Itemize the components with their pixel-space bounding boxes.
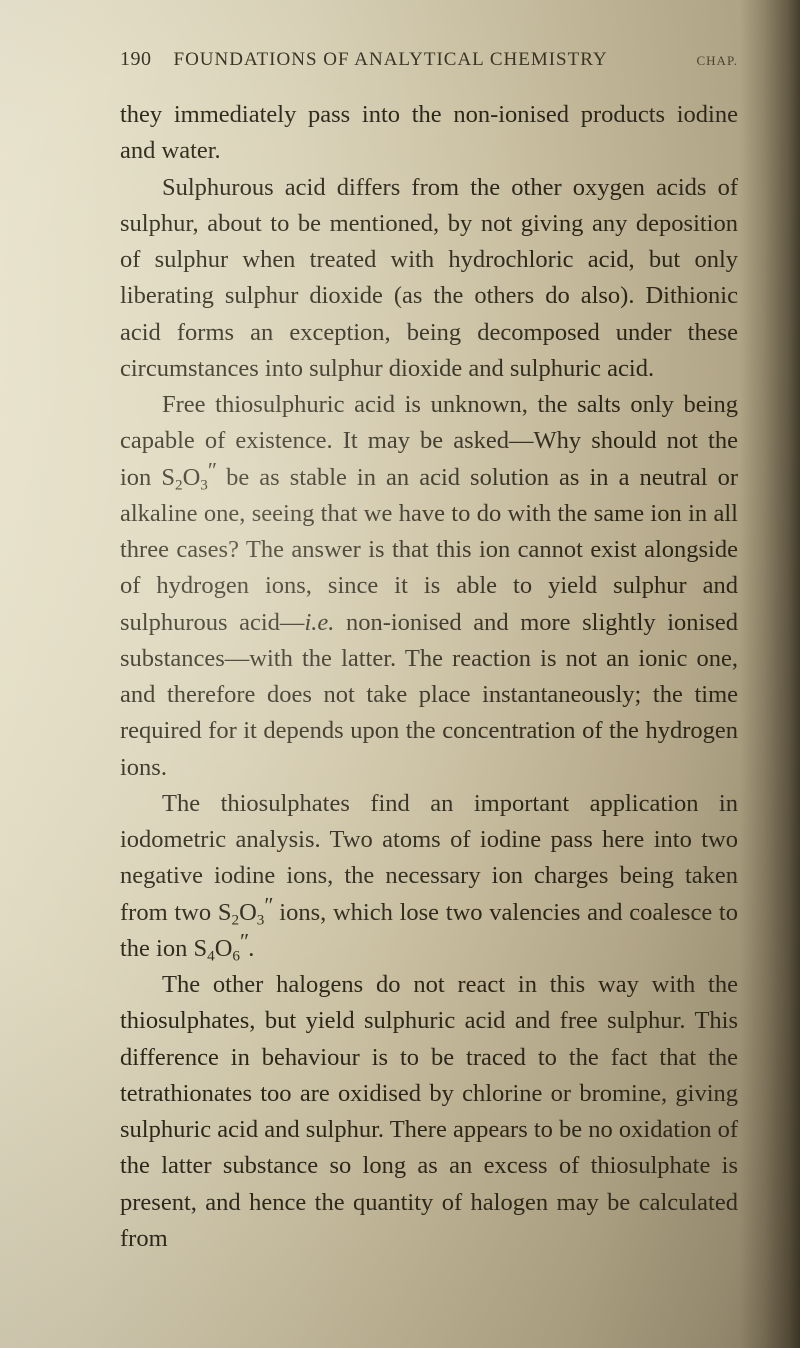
paragraph: The thiosulphates find an important appl…: [120, 786, 738, 967]
paragraph: Free thiosulphuric acid is unknown, the …: [120, 387, 738, 786]
text-run: O: [215, 935, 233, 962]
subscript: 2: [175, 476, 183, 493]
double-prime: ″: [208, 457, 216, 482]
subscript: 3: [200, 476, 208, 493]
page-number: 190: [120, 48, 152, 71]
text-run: .: [248, 935, 254, 962]
chapter-marker: CHAP.: [679, 53, 739, 69]
text-run: Sulphurous acid differs from the other o…: [120, 174, 738, 382]
paragraph-continuation: they immediately pass into the non-ionis…: [120, 97, 738, 170]
book-page: 190 FOUNDATIONS OF ANALYTICAL CHEMISTRY …: [0, 0, 800, 1348]
text-run: O: [239, 899, 257, 926]
paragraph: Sulphurous acid differs from the other o…: [120, 170, 738, 388]
double-prime: ″: [264, 892, 272, 917]
running-title: FOUNDATIONS OF ANALYTICAL CHEMISTRY: [174, 49, 608, 71]
text-run: O: [183, 464, 201, 491]
subscript: 4: [207, 947, 215, 964]
paragraph: The other halogens do not react in this …: [120, 967, 738, 1257]
text-run: they immediately pass into the non-ionis…: [120, 101, 738, 164]
body-text: they immediately pass into the non-ionis…: [120, 97, 738, 1257]
subscript: 6: [232, 947, 240, 964]
running-header: 190 FOUNDATIONS OF ANALYTICAL CHEMISTRY …: [120, 48, 738, 71]
subscript: 2: [231, 911, 239, 928]
double-prime: ″: [240, 928, 248, 953]
gutter-shadow: [740, 0, 800, 1348]
text-run: The other halogens do not react in this …: [120, 971, 738, 1252]
italic-run: i.e.: [304, 609, 334, 636]
